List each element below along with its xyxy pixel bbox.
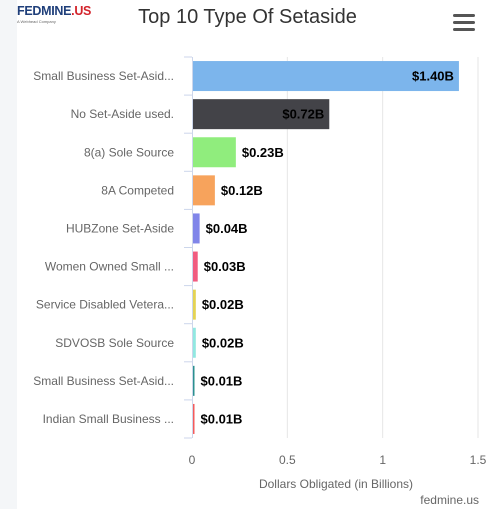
x-tick-label: 1.5 [470, 453, 487, 467]
data-label: $0.03B [204, 259, 246, 274]
data-label: $0.02B [202, 297, 244, 312]
data-label: $0.72B [282, 107, 324, 122]
logo-tagline: A Webhead Company [17, 19, 56, 24]
bar[interactable] [193, 99, 330, 130]
x-tick-label: 0 [189, 453, 196, 467]
logo-text-main: FEDMINE [17, 4, 72, 18]
category-label: Small Business Set-Asid... [33, 69, 174, 83]
hamburger-menu-icon[interactable] [451, 14, 477, 36]
credit-text: fedmine.us [420, 493, 479, 507]
bar[interactable] [193, 327, 196, 358]
bar[interactable] [193, 251, 198, 282]
chart-title: Top 10 Type Of Setaside [138, 6, 357, 28]
fedmine-logo: FEDMINE.US A Webhead Company [17, 4, 97, 30]
data-label: $0.02B [202, 335, 244, 350]
data-label: $0.01B [201, 373, 243, 388]
category-label: Service Disabled Vetera... [36, 298, 174, 312]
data-label: $0.23B [242, 145, 284, 160]
category-label: HUBZone Set-Aside [66, 221, 174, 235]
data-label: $1.40B [412, 69, 454, 84]
category-label: Women Owned Small ... [45, 260, 174, 274]
bar[interactable] [193, 137, 236, 168]
bar[interactable] [193, 175, 215, 206]
category-label: No Set-Aside used. [71, 107, 174, 121]
bar[interactable] [193, 365, 195, 396]
x-tick-label: 0.5 [279, 453, 296, 467]
category-label: Indian Small Business ... [43, 412, 174, 426]
category-label: 8A Competed [101, 183, 174, 197]
bar[interactable] [193, 289, 196, 320]
logo-text-dot: .US [71, 4, 92, 18]
category-label: 8(a) Sole Source [84, 145, 174, 159]
data-label: $0.04B [206, 221, 248, 236]
bar[interactable] [193, 61, 459, 92]
x-tick-label: 1 [379, 453, 386, 467]
bar[interactable] [193, 403, 195, 434]
x-axis-label: Dollars Obligated (in Billions) [259, 477, 413, 491]
category-label: SDVOSB Sole Source [55, 336, 174, 350]
data-label: $0.01B [201, 411, 243, 426]
bar[interactable] [193, 213, 200, 244]
category-label: Small Business Set-Asid... [33, 374, 174, 388]
data-label: $0.12B [221, 183, 263, 198]
